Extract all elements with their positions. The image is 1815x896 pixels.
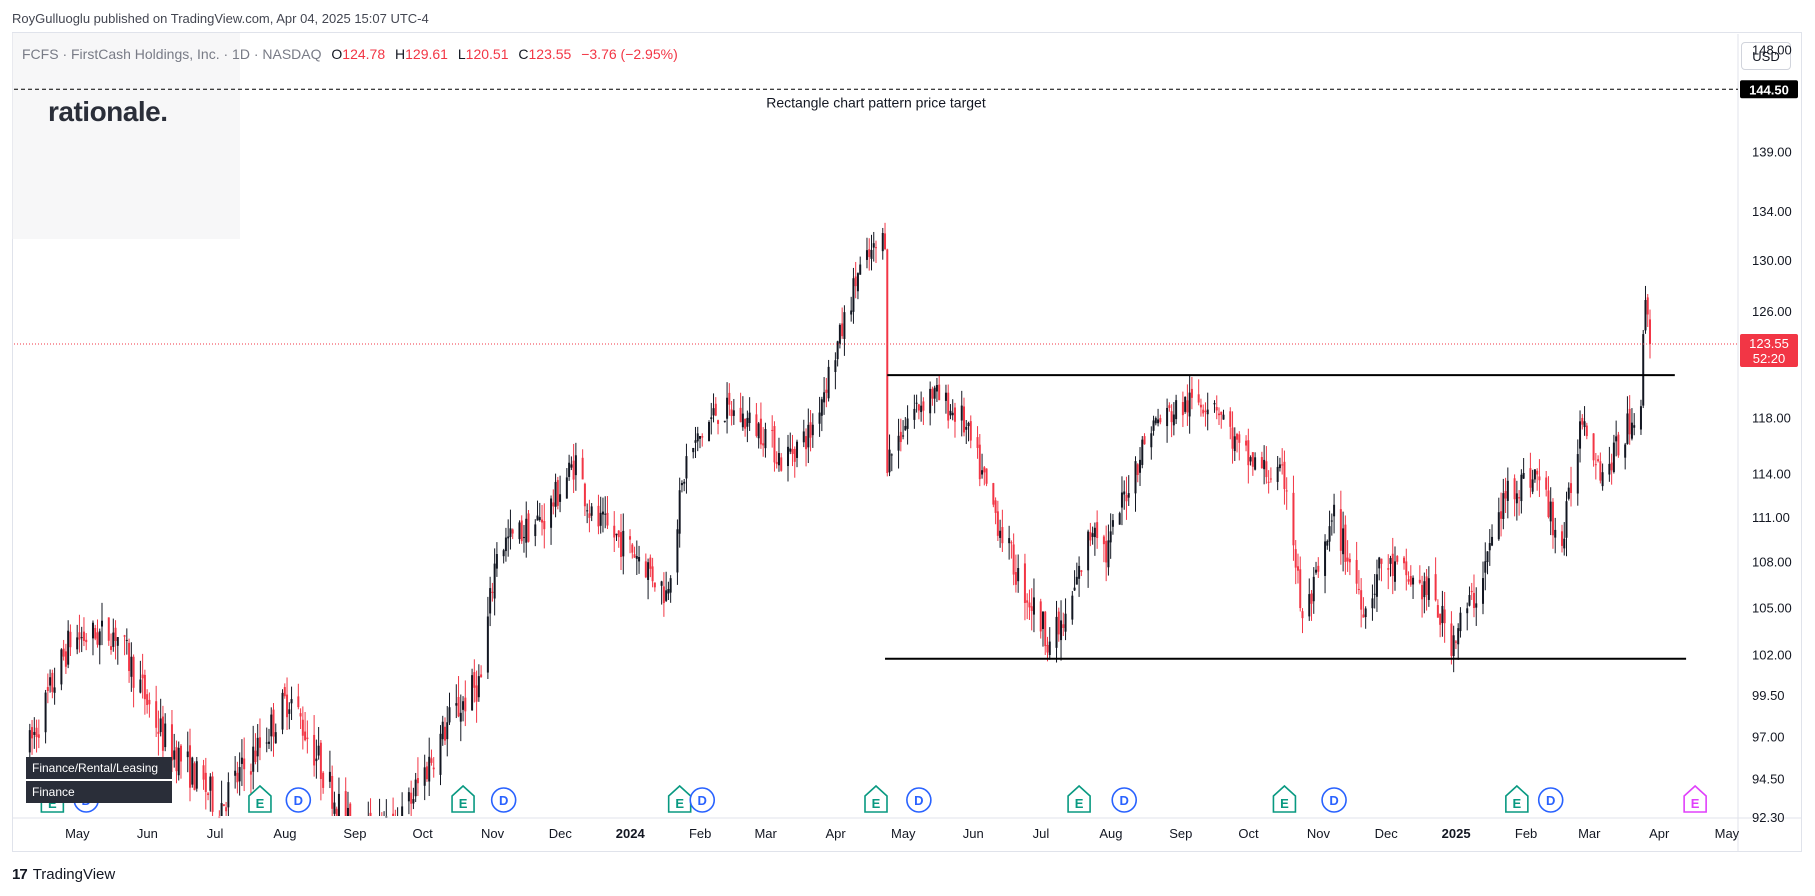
currency-button[interactable]: USD [1741,42,1791,70]
sector-tag-sector: Finance [26,781,172,803]
change-value: −3.76 (−2.95%) [581,46,678,62]
open-value: 124.78 [342,46,386,62]
high-label: H [395,46,406,62]
rationale-logo: rationale. [48,96,168,127]
tradingview-logo-icon: 17 [12,866,28,883]
chart-frame [12,32,1802,852]
low-value: 120.51 [465,46,509,62]
low-label: L [457,46,466,62]
close-value: 123.55 [528,46,572,62]
tradingview-brand: TradingView [32,866,116,883]
close-label: C [518,46,529,62]
open-label: O [331,46,343,62]
ohlc-legend: FCFS · FirstCash Holdings, Inc. · 1D · N… [22,46,678,62]
symbol-label[interactable]: FCFS · FirstCash Holdings, Inc. · 1D · N… [22,46,322,62]
sector-tag-industry: Finance/Rental/Leasing [26,757,172,779]
tradingview-footer[interactable]: 17 TradingView [12,866,115,883]
watermark-panel [12,33,240,239]
publisher-line: RoyGulluoglu published on TradingView.co… [12,11,429,26]
high-value: 129.61 [405,46,448,62]
